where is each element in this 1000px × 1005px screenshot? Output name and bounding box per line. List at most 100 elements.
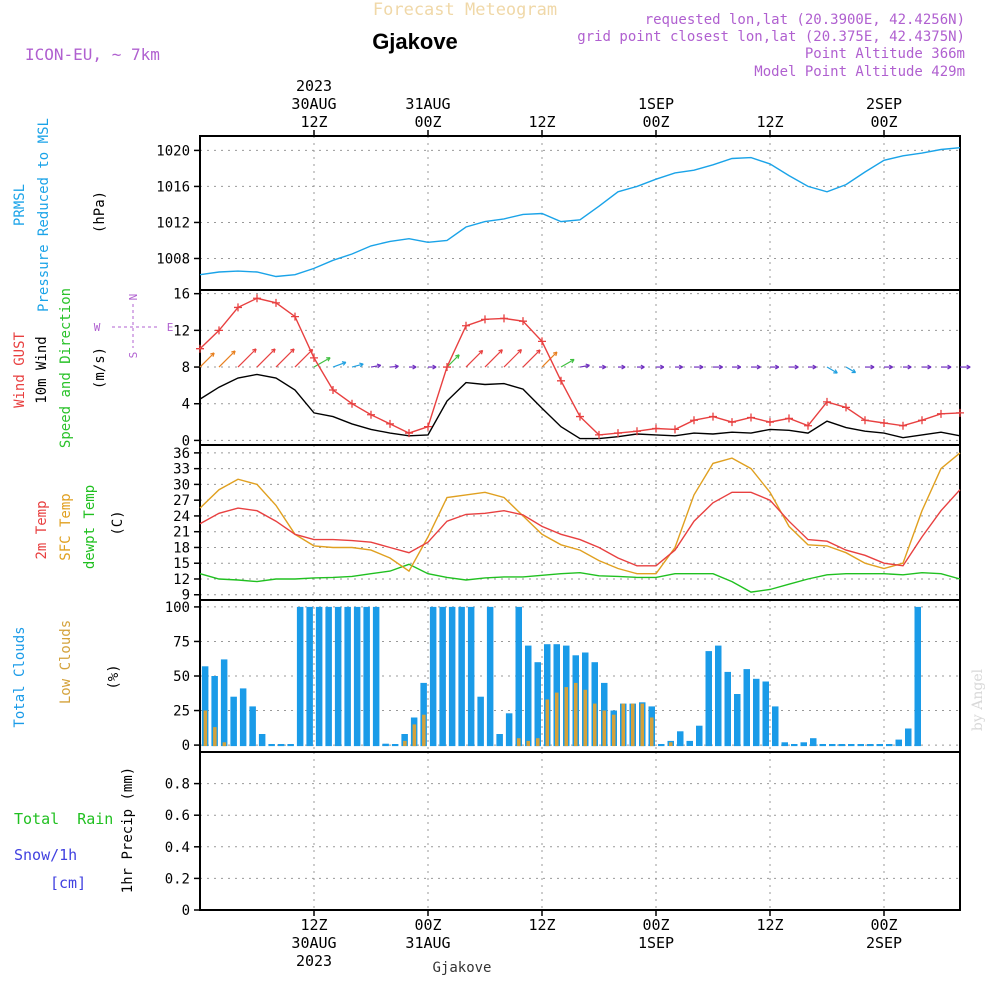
bottom-time-text: 00Z: [870, 916, 897, 934]
total-cloud-bar: [401, 734, 408, 747]
total-cloud-bar: [905, 728, 912, 747]
gust-marker: [481, 315, 489, 324]
wind-arrow-head: [907, 364, 912, 370]
wind-arrow-head: [851, 368, 857, 374]
gust-marker: [557, 376, 565, 385]
wind-arrow: [275, 348, 295, 368]
total-cloud-bar: [201, 666, 209, 747]
total-cloud-bar: [800, 742, 807, 747]
total-cloud-bar: [876, 744, 883, 747]
wind-arrow-head: [699, 364, 704, 370]
gust-marker: [424, 422, 432, 431]
wind-arrow-head: [947, 364, 952, 370]
gust-marker: [633, 427, 641, 436]
wind-arrow: [256, 348, 276, 368]
total-cloud-bar: [429, 606, 437, 747]
total-cloud-bar: [886, 744, 893, 747]
wind-arrow: [199, 352, 215, 368]
bottom-time-text: 31AUG: [405, 934, 450, 952]
temp-legend-sfc: SFC Temp: [58, 493, 74, 560]
wind-arrow: [351, 363, 364, 368]
low-cloud-bar: [203, 710, 208, 746]
wind-arrow-head: [252, 348, 257, 353]
y-tick-label: 50: [173, 669, 190, 685]
bottom-time-text: 30AUG: [291, 934, 336, 952]
gust-marker: [291, 312, 299, 321]
low-cloud-bar: [593, 703, 597, 747]
compass-e: E: [167, 321, 174, 334]
total-cloud-bar: [895, 739, 902, 747]
top-time-text: 12Z: [756, 113, 783, 131]
low-cloud-bar: [555, 692, 559, 747]
dewpoint-line: [199, 563, 961, 593]
cloud-legend-low: Low Clouds: [58, 620, 74, 704]
gust-marker: [519, 317, 527, 326]
wind-arrow-head: [927, 364, 932, 370]
location-title: Gjakove: [372, 29, 458, 54]
y-tick-label: 0: [182, 738, 190, 754]
wind-arrow-head: [231, 350, 236, 355]
total-cloud-bar: [439, 606, 446, 747]
total-cloud-bar: [534, 662, 541, 747]
y-tick-label: 0: [182, 903, 190, 919]
low-cloud-bar: [517, 738, 521, 747]
wind-panel-labels: Wind GUST 10m Wind Speed and Direction (…: [12, 288, 173, 448]
wind-arrow: [446, 354, 460, 368]
gust-marker: [766, 418, 774, 427]
total-cloud-bar: [277, 744, 285, 747]
top-time-text: 2023: [296, 77, 332, 95]
bottom-time-text: 2SEP: [866, 934, 902, 952]
wind-arrow: [332, 361, 347, 368]
total-cloud-bar: [677, 731, 684, 747]
total-cloud-bar: [810, 738, 817, 747]
cloud-panel-labels: Total Clouds Low Clouds (%): [12, 620, 122, 728]
compass-rose: W E N S: [94, 294, 174, 359]
precip-legend-cm: [cm]: [50, 874, 86, 892]
gust-marker: [671, 425, 679, 434]
total-cloud-bar: [287, 744, 294, 747]
wind-arrow: [541, 351, 558, 368]
total-cloud-bar: [391, 744, 399, 747]
gust-marker: [899, 421, 907, 430]
total-cloud-bar: [458, 606, 465, 747]
total-cloud-bar: [658, 744, 665, 747]
wind-arrow-head: [478, 349, 484, 355]
gust-marker: [880, 418, 888, 427]
low-cloud-bar: [669, 742, 673, 747]
top-time-label: 12Z: [756, 113, 784, 136]
wind-arrow-head: [833, 369, 838, 374]
total-cloud-bar: [363, 606, 370, 747]
low-cloud-bar: [412, 724, 417, 747]
y-tick-label: 36: [173, 446, 190, 462]
wind-arrow-head: [498, 349, 503, 354]
y-tick-label: 0: [182, 433, 190, 449]
total-cloud-bar: [268, 744, 275, 747]
y-tick-label: 16: [173, 287, 190, 303]
bottom-time-text: 2023: [296, 952, 332, 970]
y-tick-label: 0.6: [165, 808, 190, 824]
wind-arrow-head: [271, 348, 276, 353]
temp-ylabel: (C): [110, 510, 126, 535]
wind-arrow-head: [570, 358, 575, 364]
pressure-ylabel: (hPa): [92, 191, 108, 233]
gust-marker: [500, 314, 508, 323]
wind-arrow-head: [775, 364, 780, 370]
top-time-text: 00Z: [870, 113, 897, 131]
total-cloud-bar: [353, 606, 361, 747]
y-tick-label: 33: [173, 462, 190, 478]
y-tick-label: 1012: [156, 215, 190, 231]
grid-point-coords: grid point closest lon,lat (20.375E, 42.…: [577, 29, 965, 45]
total-cloud-bar: [819, 744, 826, 747]
precip-legend-snow: Snow/1h: [14, 846, 77, 864]
total-cloud-bar: [344, 606, 351, 747]
total-cloud-bar: [686, 740, 693, 746]
y-tick-label: 1016: [156, 179, 190, 195]
total-cloud-bar: [525, 645, 532, 747]
y-tick-label: 75: [173, 634, 190, 650]
total-cloud-bar: [544, 644, 551, 747]
total-cloud-bar: [258, 734, 266, 747]
